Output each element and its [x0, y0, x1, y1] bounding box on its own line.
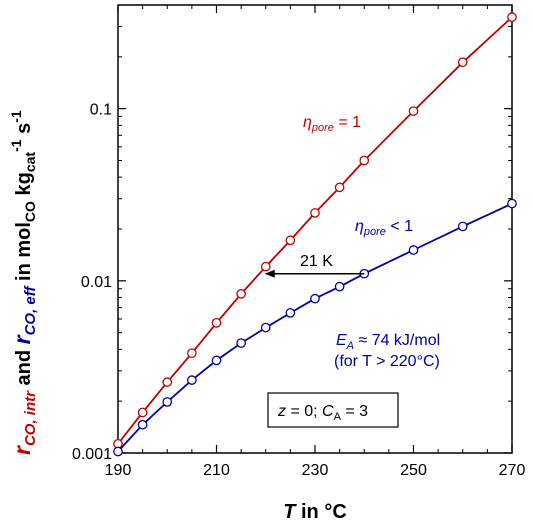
data-point [310, 208, 320, 218]
data-point [137, 407, 148, 418]
data-point [408, 245, 419, 255]
data-point [457, 221, 468, 232]
data-point [507, 12, 517, 23]
activation-energy-condition: (for T > 220°C) [334, 353, 440, 370]
conditions-box [267, 392, 399, 428]
y-tick-label: 0.1 [90, 102, 112, 119]
data-point [260, 322, 271, 333]
x-axis-title: T in °C [283, 501, 347, 523]
eta-pore-1-label: ηpore = 1 [303, 114, 361, 134]
shift-label: 21 K [300, 253, 333, 270]
x-tick-label: 250 [400, 462, 427, 479]
x-tick-label: 230 [302, 462, 329, 479]
y-axis-title: rCO, intr and rCO, eff in molCO kgcat-1 … [8, 110, 39, 455]
series-line-0 [117, 16, 513, 445]
data-point [162, 377, 173, 387]
data-point [334, 182, 345, 193]
data-point [211, 355, 222, 366]
data-point [113, 446, 123, 457]
x-tick-label: 210 [203, 462, 230, 479]
data-point [310, 293, 320, 304]
conditions-text: z = 0; CA = 3 [277, 403, 368, 423]
data-point [187, 348, 197, 359]
data-point [507, 198, 517, 209]
x-tick-label: 270 [499, 462, 526, 479]
series-line-1 [117, 202, 513, 453]
activation-energy-label: EA ≈ 74 kJ/mol [336, 332, 440, 352]
data-point [211, 318, 222, 328]
data-point [408, 106, 419, 116]
data-point [236, 338, 246, 348]
axis-ticks: 190 210 230 250 270 0.001 0.01 0.1 [72, 4, 526, 479]
data-point [236, 289, 246, 299]
data-point [137, 419, 148, 430]
data-point [285, 235, 296, 246]
data-point [334, 281, 345, 292]
y-tick-label: 0.001 [72, 446, 112, 463]
x-tick-label: 190 [105, 462, 132, 479]
data-point [359, 155, 370, 166]
data-point [285, 308, 296, 318]
data-point [187, 375, 197, 385]
y-tick-label: 0.01 [81, 274, 112, 291]
data-point [457, 57, 468, 68]
data-point [162, 397, 173, 407]
data-point [260, 261, 271, 272]
eta-pore-lt1-label: ηpore < 1 [355, 218, 413, 238]
series-layer [113, 12, 517, 457]
